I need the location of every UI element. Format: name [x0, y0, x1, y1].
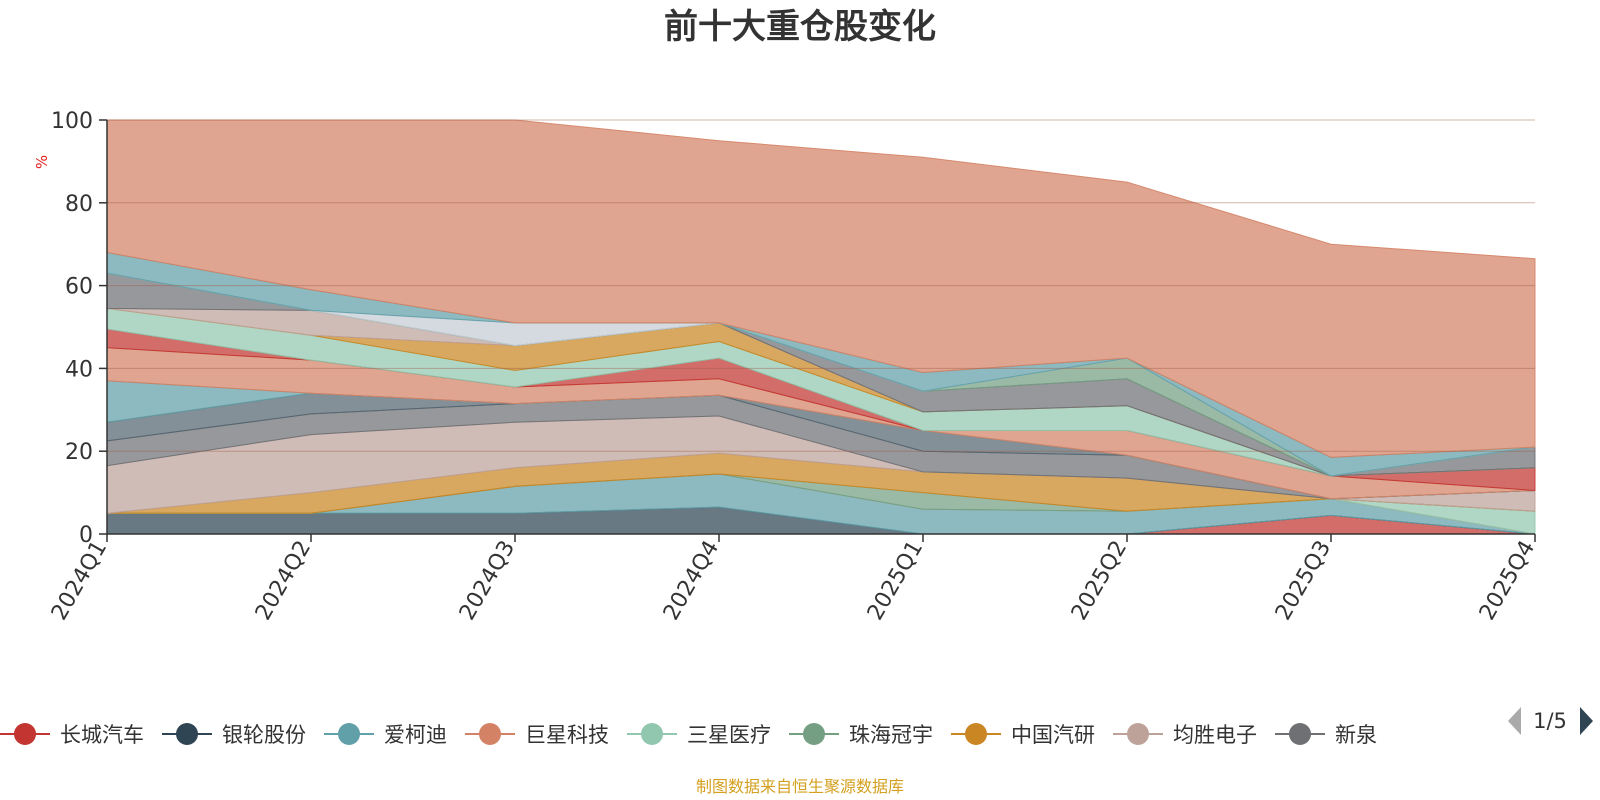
legend-prev-page-icon[interactable]: [1508, 707, 1521, 735]
legend-item-6[interactable]: 珠海冠宇: [789, 723, 933, 747]
y-tick-label: 60: [65, 275, 93, 300]
legend-marker-icon: [338, 723, 360, 745]
legend-marker-icon: [1127, 723, 1149, 745]
legend-label: 银轮股份: [222, 723, 306, 747]
legend-label: 中国汽研: [1011, 723, 1095, 747]
legend-marker-icon: [1289, 723, 1311, 745]
y-tick-label: 0: [79, 523, 93, 548]
x-tick-label: 2025Q1: [863, 537, 928, 625]
legend-page-indicator: 1/5: [1533, 709, 1567, 733]
area-series-group: [106, 119, 1536, 535]
legend-label: 爱柯迪: [384, 723, 447, 747]
legend-marker-icon: [479, 723, 501, 745]
legend-item-4[interactable]: 巨星科技: [465, 723, 609, 747]
legend-label: 均胜电子: [1173, 723, 1257, 747]
legend-item-5[interactable]: 三星医疗: [627, 723, 771, 747]
legend-items: 长城汽车 银轮股份 爱柯迪 巨星科技 三星医疗 珠海冠宇 中国汽研 均胜电子 新泉: [0, 723, 1377, 747]
x-tick-label: 2024Q1: [47, 537, 112, 625]
y-tick-label: 80: [65, 192, 93, 217]
x-tick-label: 2025Q2: [1067, 537, 1132, 625]
chart-title: 前十大重仓股变化: [664, 7, 936, 47]
y-tick-label: 100: [51, 109, 93, 134]
legend-item-7[interactable]: 中国汽研: [951, 723, 1095, 747]
legend-marker-icon: [965, 723, 987, 745]
legend-label: 珠海冠宇: [849, 723, 933, 747]
legend-item-1[interactable]: 长城汽车: [0, 723, 144, 747]
grid-lines: [107, 119, 1535, 452]
legend-marker-icon: [14, 723, 36, 745]
legend-item-9[interactable]: 新泉: [1275, 723, 1377, 747]
legend-marker-icon: [803, 723, 825, 745]
source-note: 制图数据来自恒生聚源数据库: [696, 777, 904, 796]
area-series-21: [106, 119, 1536, 458]
y-axis-unit-label: %: [33, 155, 51, 169]
legend-item-8[interactable]: 均胜电子: [1113, 723, 1257, 747]
legend-marker-icon: [176, 723, 198, 745]
legend-label: 长城汽车: [60, 723, 144, 747]
legend-label: 巨星科技: [525, 723, 609, 747]
legend-pager: 1/5: [1508, 707, 1593, 735]
legend-next-page-icon[interactable]: [1580, 707, 1593, 735]
x-tick-label: 2024Q3: [455, 537, 520, 625]
x-tick-label: 2024Q4: [659, 537, 724, 625]
x-tick-label: 2025Q3: [1271, 537, 1336, 625]
legend-item-2[interactable]: 银轮股份: [162, 723, 306, 747]
legend-label: 新泉: [1335, 723, 1377, 747]
legend: 长城汽车 银轮股份 爱柯迪 巨星科技 三星医疗 珠海冠宇 中国汽研 均胜电子 新泉: [0, 723, 1377, 747]
legend-marker-icon: [641, 723, 663, 745]
legend-item-3[interactable]: 爱柯迪: [324, 723, 447, 747]
y-tick-label: 20: [65, 440, 93, 465]
legend-label: 三星医疗: [687, 723, 771, 747]
x-tick-label: 2024Q2: [251, 537, 316, 625]
y-tick-label: 40: [65, 357, 93, 382]
x-tick-label: 2025Q4: [1475, 537, 1540, 625]
